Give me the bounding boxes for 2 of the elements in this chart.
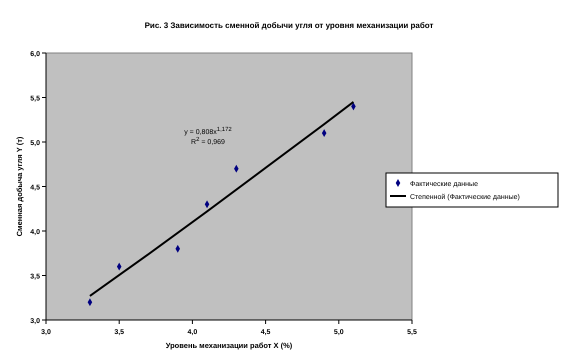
chart-title: Рис. 3 Зависимость сменной добычи угля от уровня механизации работ [144, 21, 434, 30]
line-series [88, 100, 354, 297]
